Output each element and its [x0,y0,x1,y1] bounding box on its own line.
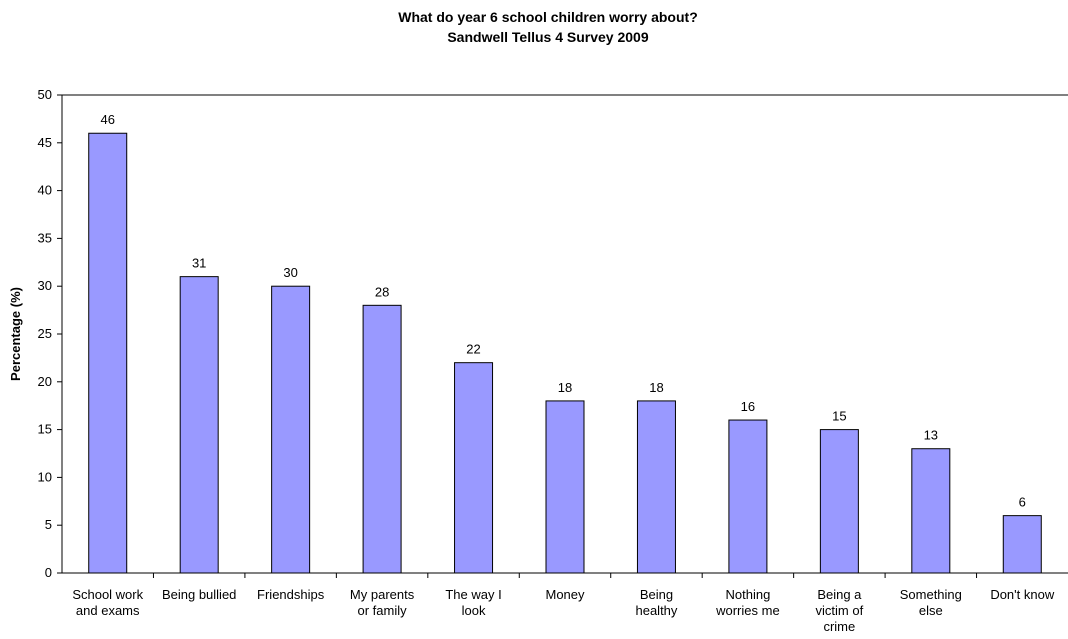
bar [911,448,951,574]
x-tick-label: Being a victim of crime [816,587,864,634]
x-tick-label: School work and exams [72,587,143,618]
bar [271,285,311,574]
data-label: 30 [283,265,297,280]
y-tick-label: 20 [38,374,52,389]
data-label: 18 [649,380,663,395]
data-label: 6 [1019,495,1026,510]
y-tick-label: 10 [38,469,52,484]
chart-subtitle: Sandwell Tellus 4 Survey 2009 [447,29,648,45]
bar [88,132,128,574]
x-tick-label: Nothing worries me [715,587,780,618]
data-label: 18 [558,380,572,395]
bar [636,400,676,574]
bar [728,419,768,574]
y-tick-label: 0 [45,565,52,580]
bar [1002,515,1042,574]
data-label: 16 [741,399,755,414]
y-tick-label: 15 [38,422,52,437]
data-label: 31 [192,256,206,271]
data-label: 13 [924,428,938,443]
bar [179,276,219,574]
y-tick-label: 35 [38,230,52,245]
x-tick-label: Friendships [257,587,325,602]
bar [545,400,585,574]
y-tick-label: 40 [38,183,52,198]
data-label: 22 [466,342,480,357]
bar [362,304,402,574]
y-tick-label: 5 [45,517,52,532]
data-label: 28 [375,284,389,299]
data-label: 46 [100,112,114,127]
bar [819,429,859,574]
y-tick-label: 25 [38,326,52,341]
y-tick-label: 50 [38,87,52,102]
x-tick-label: Being bullied [162,587,236,602]
bar [454,362,494,574]
x-tick-label: Being healthy [635,587,677,618]
x-tick-label: Something else [900,587,962,618]
y-tick-label: 45 [38,135,52,150]
y-tick-label: 30 [38,278,52,293]
y-axis-label: Percentage (%) [8,287,23,381]
chart-title: What do year 6 school children worry abo… [398,9,698,25]
x-tick-label: My parents or family [350,587,415,618]
x-tick-label: Don't know [990,587,1055,602]
data-label: 15 [832,409,846,424]
x-tick-label: Money [545,587,585,602]
